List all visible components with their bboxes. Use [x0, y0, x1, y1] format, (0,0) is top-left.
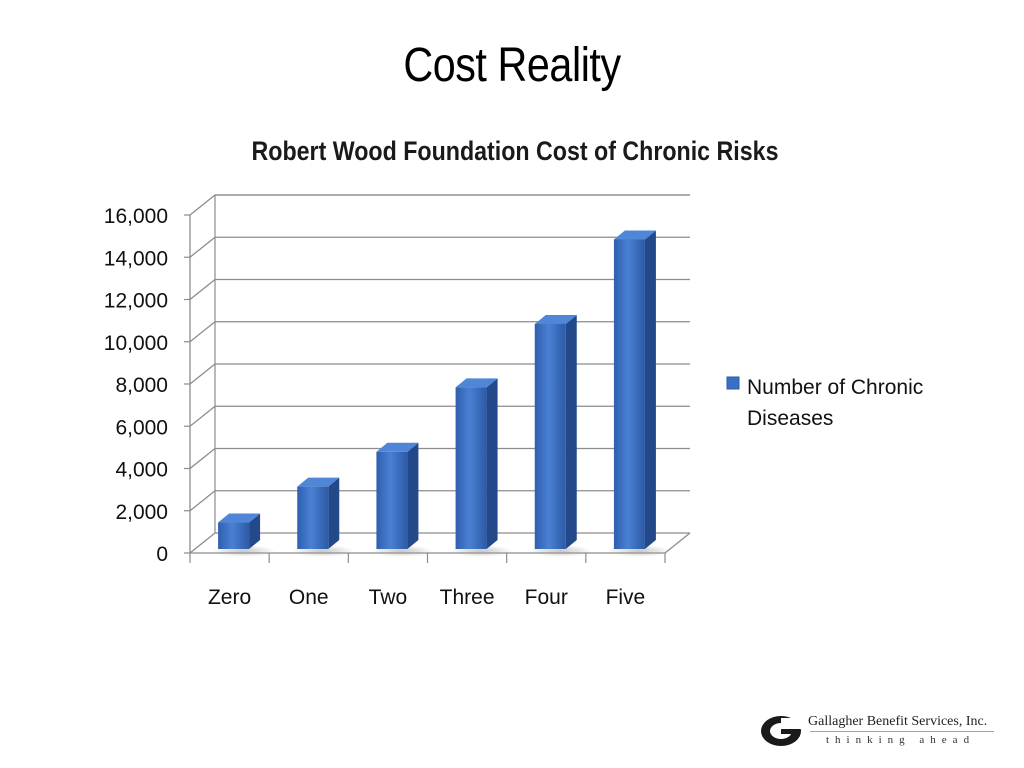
- bar-four: [528, 314, 592, 557]
- bar-top: [534, 314, 577, 324]
- logo-tagline: thinking ahead: [826, 734, 976, 746]
- bar-top: [613, 230, 656, 240]
- bar-front: [376, 451, 408, 549]
- gridline: [189, 321, 690, 343]
- y-tick-label: 6,000: [115, 416, 168, 439]
- y-tick-label: 8,000: [115, 374, 168, 397]
- bar-side: [249, 513, 261, 549]
- gridline: [189, 447, 690, 470]
- bar-side: [644, 230, 656, 549]
- company-logo: Gallagher Benefit Services, Inc. thinkin…: [760, 712, 1000, 752]
- bar-side: [328, 477, 340, 549]
- gridline: [189, 532, 690, 554]
- y-tick-label: 16,000: [104, 205, 168, 228]
- bar-top: [297, 477, 340, 487]
- legend: Number of Chronic Diseases: [726, 376, 923, 430]
- logo-divider: [810, 731, 994, 732]
- x-tick-label: Zero: [208, 586, 251, 609]
- bar-front: [297, 486, 329, 549]
- bar-front: [455, 387, 487, 549]
- x-tick-label: Two: [369, 586, 408, 609]
- y-tick-label: 4,000: [115, 459, 168, 482]
- bar-front: [218, 522, 250, 549]
- x-tick-label: Four: [525, 586, 568, 609]
- y-tick-label: 0: [156, 543, 168, 566]
- x-tick-label: Three: [440, 586, 495, 609]
- bar-two: [370, 442, 434, 557]
- y-tick-label: 10,000: [104, 332, 168, 355]
- bar-top: [376, 442, 419, 452]
- gridline: [189, 363, 690, 385]
- axis-labels: 0 2,000 4,000 6,000 8,000 10,000 12,000 14,000 1…: [104, 205, 645, 609]
- y-tick-label: 2,000: [115, 501, 168, 524]
- gridline: [189, 405, 690, 427]
- chart-title: Robert Wood Foundation Cost of Chronic R…: [252, 136, 779, 166]
- gridline: [189, 490, 690, 512]
- bar-top: [218, 513, 261, 523]
- gallagher-g-logo-icon: [761, 716, 802, 746]
- bar-top: [455, 378, 498, 388]
- bar-front: [613, 239, 645, 549]
- x-tick-label: Five: [606, 586, 646, 609]
- gridline: [189, 236, 690, 258]
- grid: [189, 194, 690, 554]
- y-tick-label: 12,000: [104, 290, 168, 313]
- bars: [212, 230, 671, 557]
- x-tick-label: One: [289, 586, 329, 609]
- legend-label-line-2: Diseases: [747, 407, 833, 430]
- gridline: [189, 278, 690, 301]
- slide-title: Cost Reality: [403, 39, 621, 92]
- legend-swatch: [726, 376, 740, 390]
- y-tick-label: 14,000: [104, 247, 168, 270]
- bar-five: [607, 230, 671, 557]
- gridline: [189, 194, 690, 216]
- bar-three: [449, 378, 513, 557]
- bar-front: [534, 323, 566, 549]
- bar-side: [407, 442, 419, 549]
- bar-one: [291, 477, 355, 557]
- logo-company-name: Gallagher Benefit Services, Inc.: [808, 714, 988, 729]
- bar-side: [486, 378, 498, 549]
- legend-label-line-1: Number of Chronic: [747, 376, 923, 399]
- bar-side: [565, 314, 577, 549]
- bar-zero: [212, 513, 276, 557]
